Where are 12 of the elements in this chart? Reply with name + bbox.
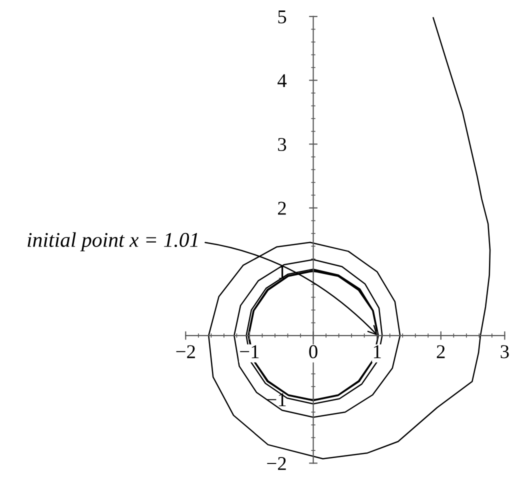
x-tick-label: 0 (309, 345, 318, 358)
x-tick-label: 3 (500, 345, 509, 358)
x-tick-label: −1 (240, 345, 259, 358)
y-tick-label: 3 (278, 138, 286, 152)
annotation: initial point x = 1.01 (28, 232, 198, 252)
y-tick-label: 4 (278, 74, 287, 88)
x-tick-label: 2 (436, 345, 445, 358)
y-tick-label: 5 (278, 10, 286, 24)
x-tick-label: 1 (374, 345, 381, 358)
y-tick-label: −2 (267, 457, 286, 470)
x-tick-label: −2 (176, 345, 195, 358)
y-tick-label: 2 (278, 202, 286, 215)
